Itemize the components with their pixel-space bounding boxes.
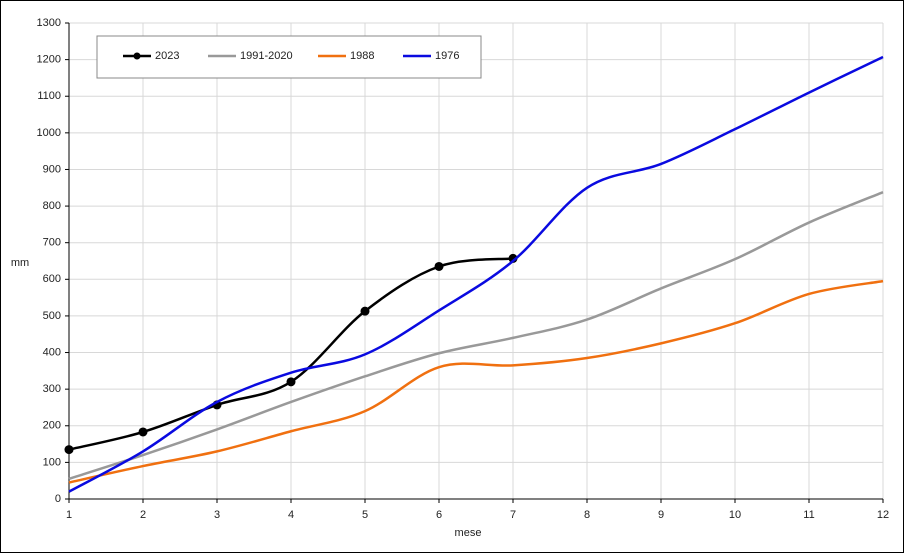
y-tick-label: 500	[43, 310, 61, 322]
x-tick-label: 3	[214, 509, 220, 521]
x-tick-label: 12	[877, 509, 889, 521]
legend-label: 1976	[435, 50, 459, 62]
x-tick-label: 4	[288, 509, 294, 521]
y-tick-label: 1200	[37, 54, 61, 66]
y-tick-label: 200	[43, 420, 61, 432]
y-tick-label: 1300	[37, 17, 61, 29]
series-line	[68, 191, 884, 481]
y-tick-label: 900	[43, 163, 61, 175]
x-tick-label: 1	[66, 509, 72, 521]
y-tick-label: 1100	[37, 90, 61, 102]
y-tick-label: 0	[55, 493, 61, 505]
y-tick-label: 700	[43, 237, 61, 249]
point	[64, 445, 74, 455]
x-tick-label: 5	[362, 509, 368, 521]
legend-label: 1988	[350, 50, 374, 62]
y-tick-label: 400	[43, 346, 61, 358]
y-tick-label: 100	[43, 456, 61, 468]
point	[138, 427, 148, 437]
y-tick-label: 800	[43, 200, 61, 212]
y-tick-label: 600	[43, 273, 61, 285]
legend-label: 2023	[155, 50, 179, 62]
x-tick-label: 11	[803, 509, 814, 521]
series-line	[68, 55, 884, 493]
x-tick-label: 2	[140, 509, 146, 521]
x-tick-label: 9	[658, 509, 664, 521]
x-tick-label: 10	[729, 509, 741, 521]
legend-marker	[133, 52, 141, 60]
point	[286, 377, 296, 387]
y-axis-label: mm	[11, 257, 29, 269]
x-tick-label: 6	[436, 509, 442, 521]
legend: 2023 1991-2020 1988 1976	[96, 35, 482, 79]
point	[360, 306, 370, 316]
y-tick-label: 1000	[37, 127, 61, 139]
point	[434, 261, 444, 271]
legend-label: 1991-2020	[240, 50, 293, 62]
x-axis-label: mese	[455, 527, 482, 539]
y-tick-label: 300	[43, 383, 61, 395]
x-tick-label: 8	[584, 509, 590, 521]
series-line	[68, 279, 884, 484]
x-tick-label: 7	[510, 509, 516, 521]
